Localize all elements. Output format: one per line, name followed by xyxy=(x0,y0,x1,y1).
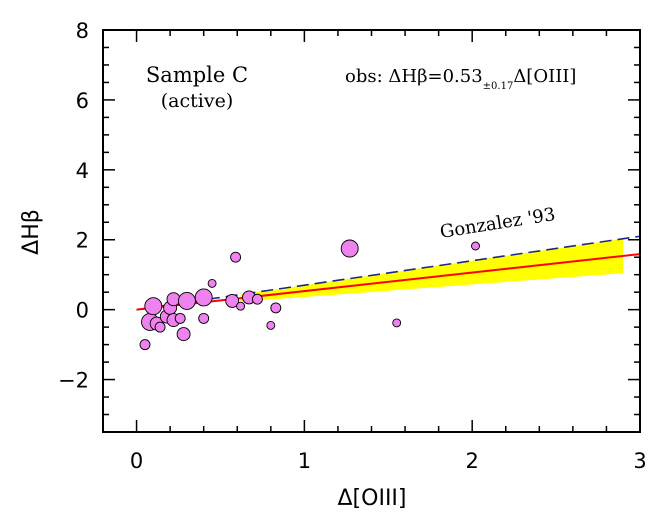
data-point xyxy=(166,292,181,307)
y-axis-title: ΔHβ xyxy=(19,209,44,255)
data-point xyxy=(176,327,191,342)
x-axis-title: Δ[OIII] xyxy=(338,486,407,511)
x-tick-label: 0 xyxy=(130,449,143,473)
data-point xyxy=(266,320,276,330)
fit-annotation-suffix: Δ[OIII] xyxy=(513,66,576,87)
y-tick-label: −2 xyxy=(58,369,89,393)
x-tick-label: 2 xyxy=(466,449,479,473)
fit-annotation-error: ±0.17 xyxy=(483,81,514,92)
data-point xyxy=(251,293,263,305)
panel-label-active: (active) xyxy=(161,90,233,112)
reference-line xyxy=(136,235,641,311)
data-point xyxy=(177,291,196,310)
data-point xyxy=(194,288,213,307)
data-point xyxy=(230,251,242,263)
panel-label-sample: Sample C xyxy=(146,63,248,87)
reference-line-label: Gonzalez '93 xyxy=(438,204,556,243)
fit-line xyxy=(136,253,641,311)
fit-annotation: obs: ΔHβ=0.53±0.17Δ[OIII] xyxy=(345,66,576,92)
y-tick-label: 4 xyxy=(76,159,89,183)
data-point xyxy=(392,318,402,328)
data-point xyxy=(144,297,163,316)
data-point xyxy=(154,321,166,333)
axis-ticks: 0 1 2 3 −2 0 2 4 6 8 xyxy=(58,19,647,473)
data-point xyxy=(225,293,240,308)
y-tick-label: 2 xyxy=(76,229,89,253)
plot-content xyxy=(136,235,641,351)
y-tick-label: 8 xyxy=(76,19,89,43)
fit-annotation-prefix: obs: ΔHβ=0.53 xyxy=(345,66,483,87)
data-point xyxy=(174,312,186,324)
data-point xyxy=(207,278,217,288)
data-point xyxy=(236,301,246,311)
y-tick-label: 0 xyxy=(76,299,89,323)
data-point xyxy=(471,241,480,251)
data-point xyxy=(198,312,210,324)
y-tick-label: 6 xyxy=(76,89,89,113)
x-tick-label: 1 xyxy=(298,449,311,473)
data-point xyxy=(270,302,282,314)
svg-text:obs: ΔHβ=0.53±0.17Δ[OIII]: obs: ΔHβ=0.53±0.17Δ[OIII] xyxy=(345,66,576,92)
data-point xyxy=(139,339,151,351)
data-point xyxy=(340,239,359,258)
x-tick-label: 3 xyxy=(633,449,646,473)
fit-uncertainty-band xyxy=(240,238,624,302)
